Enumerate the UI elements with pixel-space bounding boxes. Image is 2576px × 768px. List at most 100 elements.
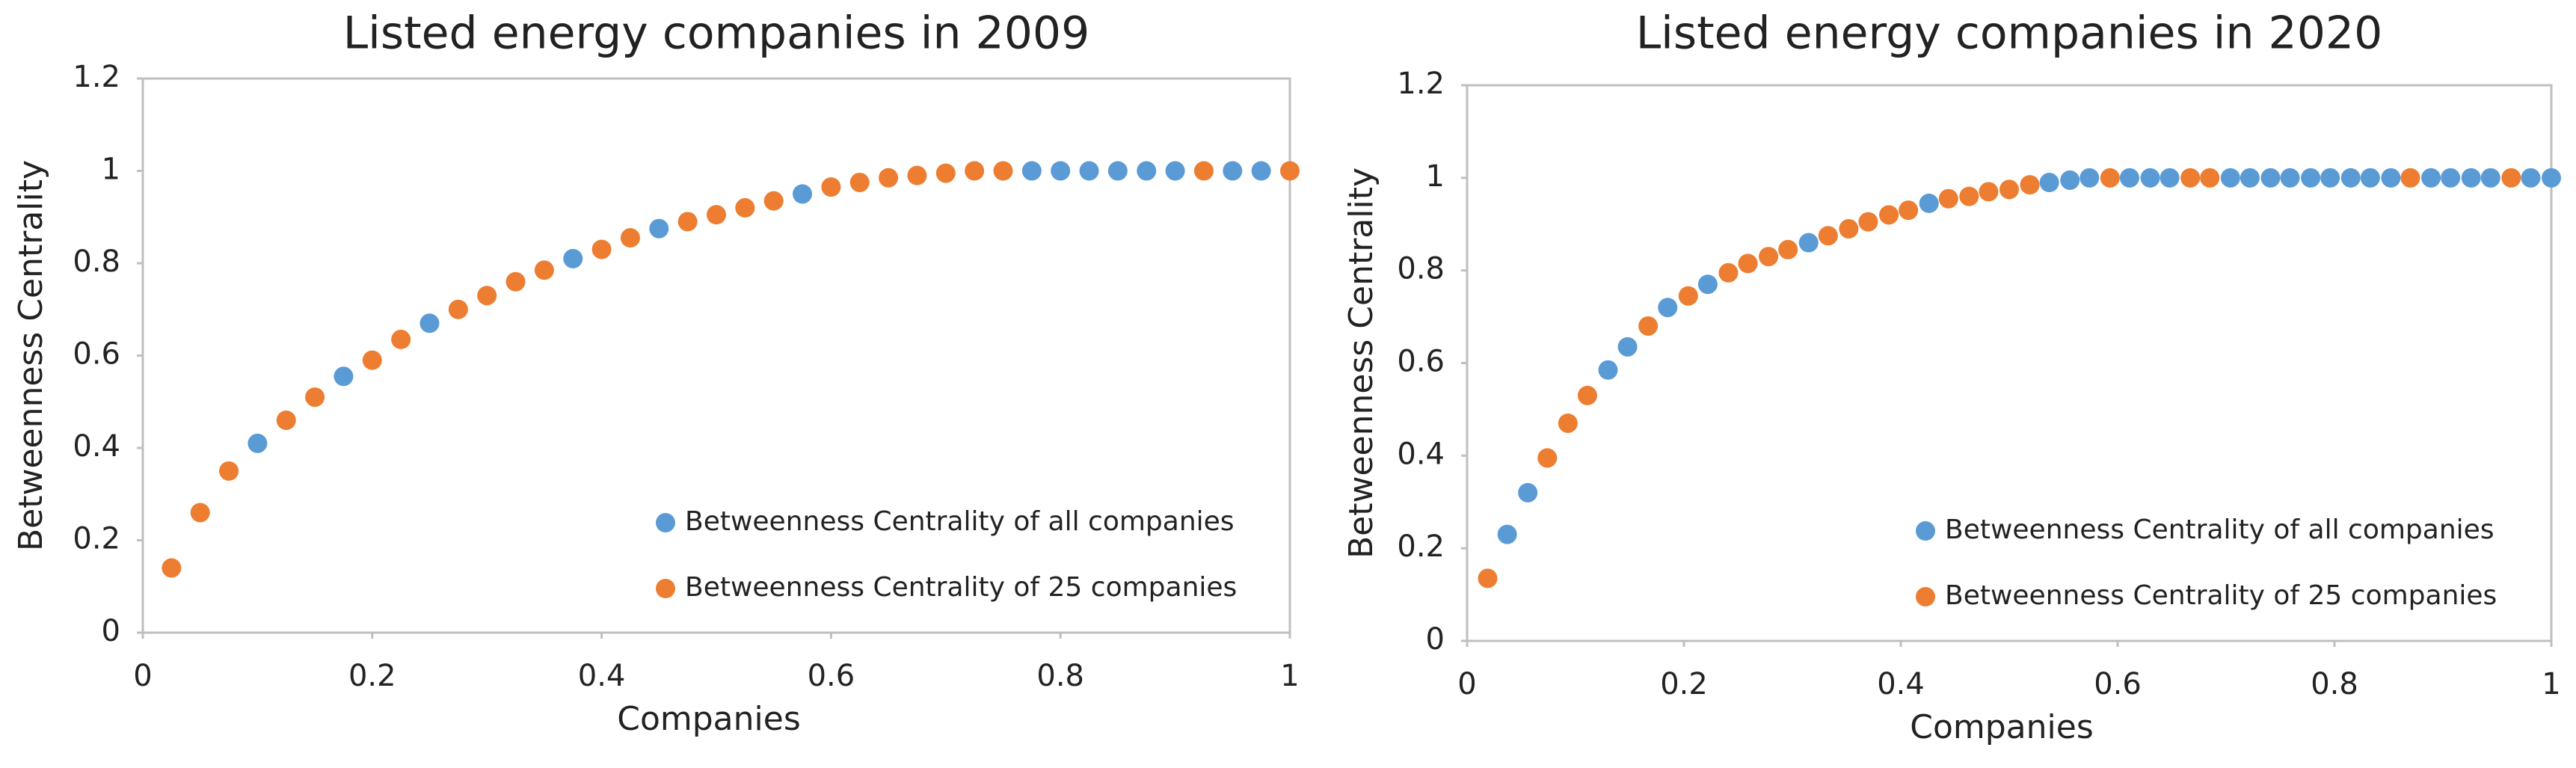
data-point bbox=[1738, 254, 1758, 274]
y-tick-label: 0.4 bbox=[73, 429, 120, 464]
data-point bbox=[1497, 524, 1517, 544]
y-tick-label: 0 bbox=[102, 614, 120, 648]
x-tick-label: 0.4 bbox=[1877, 667, 1925, 701]
legend-marker bbox=[656, 513, 675, 532]
data-point bbox=[2100, 168, 2120, 188]
data-point bbox=[162, 558, 182, 578]
data-point bbox=[1280, 161, 1300, 181]
data-point bbox=[1697, 274, 1718, 295]
x-tick-label: 0.8 bbox=[1036, 659, 1084, 693]
data-point bbox=[563, 248, 583, 268]
legend-label: Betweenness Centrality of 25 companies bbox=[1945, 580, 2497, 611]
data-point bbox=[2220, 168, 2240, 188]
data-point bbox=[333, 366, 354, 387]
data-point bbox=[1678, 286, 1698, 306]
x-tick-label: 0.6 bbox=[808, 659, 855, 693]
data-point bbox=[907, 165, 927, 185]
data-point bbox=[1759, 247, 1779, 267]
data-point bbox=[1165, 161, 1185, 181]
data-point bbox=[219, 461, 239, 481]
data-point bbox=[1798, 233, 1819, 253]
data-point bbox=[2381, 168, 2401, 188]
x-tick-label: 1 bbox=[2542, 667, 2560, 701]
x-tick-label: 0 bbox=[1457, 667, 1476, 701]
data-point bbox=[276, 410, 296, 430]
data-point bbox=[591, 239, 612, 259]
data-point bbox=[2280, 168, 2300, 188]
data-point bbox=[1518, 482, 1538, 503]
data-point bbox=[1251, 161, 1271, 181]
data-point bbox=[849, 172, 870, 192]
data-point bbox=[1999, 179, 2019, 200]
data-point bbox=[2521, 168, 2541, 188]
data-point bbox=[391, 329, 411, 349]
chart-title: Listed energy companies in 2009 bbox=[343, 7, 1090, 60]
data-point bbox=[2301, 168, 2321, 188]
data-point bbox=[1577, 385, 1597, 405]
data-point bbox=[1818, 226, 1838, 246]
y-tick-label: 0.8 bbox=[73, 245, 120, 279]
y-axis-label: Betweenness Centrality bbox=[12, 160, 50, 551]
legend-marker bbox=[1916, 521, 1935, 541]
y-tick-label: 0.8 bbox=[1397, 252, 1445, 286]
data-point bbox=[1558, 413, 1578, 433]
data-point bbox=[1718, 262, 1739, 283]
data-point bbox=[1959, 186, 1979, 206]
data-point bbox=[2480, 168, 2500, 188]
data-point bbox=[1021, 161, 1042, 181]
legend-label: Betweenness Centrality of 25 companies bbox=[685, 572, 1237, 603]
data-point bbox=[419, 313, 440, 334]
data-point bbox=[2400, 168, 2420, 188]
data-point bbox=[707, 205, 726, 225]
data-point bbox=[477, 286, 497, 306]
data-point bbox=[1899, 200, 1919, 221]
y-tick-label: 0.6 bbox=[1397, 345, 1445, 379]
data-point bbox=[2320, 168, 2340, 188]
data-point bbox=[1858, 212, 1878, 232]
y-tick-label: 0.2 bbox=[1397, 529, 1445, 564]
chart-title: Listed energy companies in 2020 bbox=[1636, 7, 2383, 60]
x-axis-label: Companies bbox=[617, 700, 801, 738]
y-tick-label: 1 bbox=[1426, 159, 1445, 194]
data-point bbox=[2060, 170, 2080, 190]
data-point bbox=[1537, 448, 1558, 468]
data-point bbox=[2360, 168, 2380, 188]
data-point bbox=[1638, 316, 1659, 336]
data-point bbox=[2501, 168, 2521, 188]
legend-marker bbox=[1916, 587, 1935, 606]
data-point bbox=[505, 271, 526, 292]
x-tick-label: 0.4 bbox=[578, 659, 626, 693]
data-point bbox=[1079, 161, 1099, 181]
y-tick-label: 0 bbox=[1426, 622, 1445, 657]
data-point bbox=[935, 163, 956, 183]
data-point bbox=[2240, 168, 2260, 188]
data-point bbox=[248, 433, 268, 453]
data-point bbox=[305, 387, 325, 408]
y-tick-label: 1 bbox=[102, 153, 120, 187]
data-point bbox=[2260, 168, 2281, 188]
data-point bbox=[1778, 239, 1798, 259]
data-point bbox=[1879, 205, 1899, 225]
data-point bbox=[677, 212, 698, 232]
x-tick-label: 0.6 bbox=[2094, 667, 2142, 701]
y-tick-label: 1.2 bbox=[1397, 67, 1445, 101]
data-point bbox=[1223, 161, 1243, 181]
x-tick-label: 1 bbox=[1280, 659, 1299, 693]
data-point bbox=[2421, 168, 2441, 188]
y-tick-label: 0.6 bbox=[73, 337, 120, 372]
data-point bbox=[735, 197, 755, 218]
x-tick-label: 0.2 bbox=[348, 659, 396, 693]
data-point bbox=[965, 161, 985, 181]
data-point bbox=[1193, 161, 1214, 181]
data-point bbox=[1658, 298, 1678, 318]
data-point bbox=[2441, 168, 2461, 188]
legend-marker bbox=[656, 579, 675, 598]
data-point bbox=[2079, 168, 2100, 188]
x-axis-label: Companies bbox=[1910, 708, 2094, 746]
data-point bbox=[534, 260, 554, 280]
data-point bbox=[1478, 568, 1498, 589]
data-point bbox=[1137, 161, 1157, 181]
data-point bbox=[2542, 168, 2561, 188]
x-tick-label: 0.8 bbox=[2311, 667, 2358, 701]
data-point bbox=[1919, 193, 1939, 213]
